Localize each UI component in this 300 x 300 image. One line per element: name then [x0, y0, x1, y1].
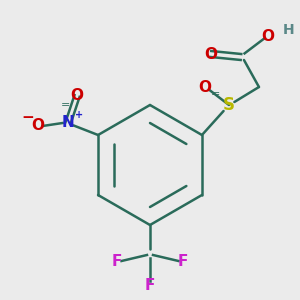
Text: −: − — [21, 110, 34, 125]
Text: F: F — [112, 254, 122, 268]
Text: N: N — [62, 116, 74, 130]
Text: O: O — [32, 118, 44, 134]
Text: F: F — [145, 278, 155, 292]
Text: S: S — [223, 96, 235, 114]
Text: O: O — [205, 46, 218, 62]
Text: O: O — [262, 28, 275, 44]
Text: F: F — [178, 254, 188, 268]
Text: O: O — [70, 88, 83, 104]
Text: =: = — [211, 89, 220, 100]
Text: =: = — [61, 100, 70, 110]
Text: O: O — [199, 80, 212, 94]
Text: H: H — [283, 23, 295, 37]
Text: +: + — [75, 110, 83, 121]
